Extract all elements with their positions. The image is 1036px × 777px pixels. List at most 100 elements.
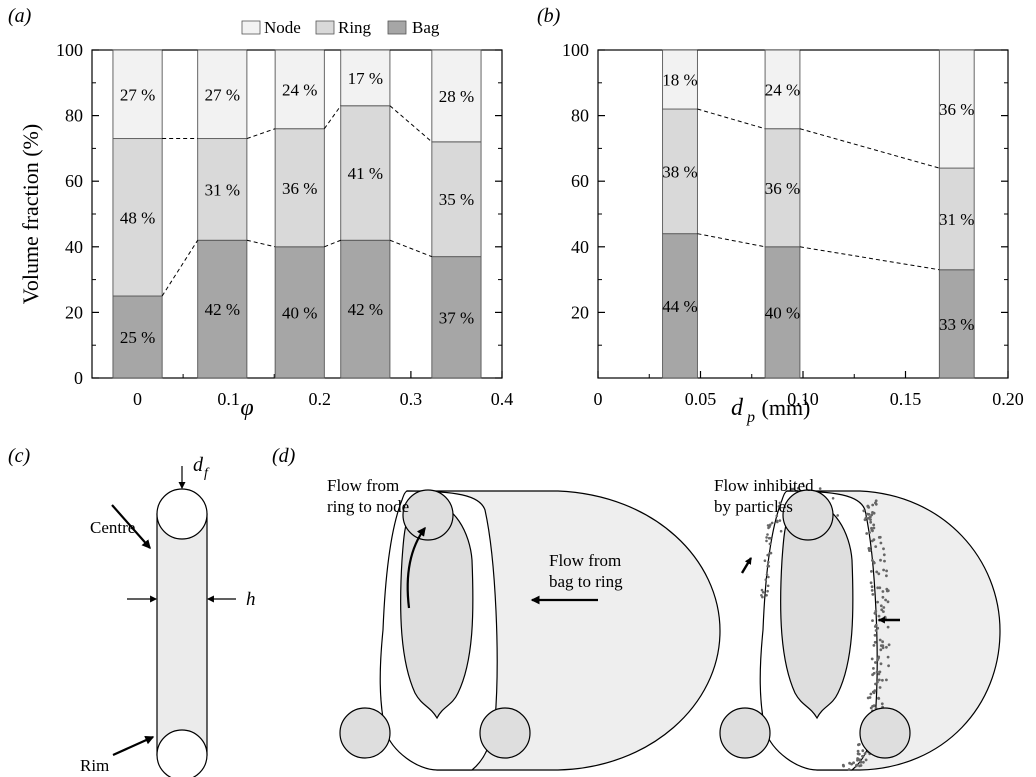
- particle: [885, 678, 888, 682]
- particle: [779, 529, 783, 533]
- chart-b-bar-ring: [662, 108, 698, 235]
- chart-a-bar-label-ring: 48 %: [120, 208, 155, 227]
- particle: [869, 692, 873, 696]
- chart-a-bar-ring: [197, 138, 248, 241]
- particle: [872, 704, 876, 708]
- particle: [869, 706, 873, 710]
- particle: [869, 581, 873, 585]
- lower-flow-label-2: bag to ring: [549, 572, 623, 591]
- particle: [847, 768, 851, 771]
- particle: [767, 575, 770, 579]
- inhibited-ring-arrow: [740, 557, 753, 574]
- panel-c-fibre-schematic: d f h Centre Rim: [80, 454, 256, 777]
- particle: [765, 539, 768, 543]
- chart-a-bar-label-ring: 31 %: [205, 180, 240, 199]
- chart-a-bar-ring: [431, 141, 482, 258]
- particle: [768, 552, 771, 555]
- chart-a-connector: [389, 239, 433, 258]
- panel-label-b: (b): [537, 5, 561, 27]
- particle: [881, 595, 885, 599]
- chart-a-ytick-label: 80: [65, 106, 83, 126]
- particle: [884, 598, 887, 602]
- chart-b-ytick-label: 100: [562, 40, 589, 60]
- particle: [868, 696, 872, 699]
- particle: [877, 678, 881, 682]
- chart-a-bar-label-ring: 35 %: [439, 190, 474, 209]
- particle: [871, 529, 874, 533]
- particle: [778, 519, 782, 522]
- chart-b-xtick-label: 0.10: [787, 389, 819, 409]
- particle: [796, 487, 800, 490]
- particle: [882, 568, 885, 572]
- chart-a-bar-ring: [274, 128, 325, 248]
- chart-a-bar-bag: [197, 239, 248, 379]
- particle: [766, 524, 770, 527]
- particle: [876, 600, 879, 604]
- particle: [877, 697, 881, 700]
- panel-label-a: (a): [8, 5, 32, 27]
- particle: [857, 752, 861, 756]
- particle: [886, 625, 890, 629]
- chart-b-connector: [697, 233, 766, 248]
- particle: [870, 585, 874, 589]
- particle: [766, 553, 769, 557]
- particle: [874, 499, 878, 503]
- chart-a-bar-label-node: 24 %: [282, 80, 317, 99]
- chart-a-bar-node: [431, 49, 482, 143]
- particle: [875, 570, 879, 574]
- chart-a-connector: [389, 105, 433, 143]
- legend-swatch-bag: [387, 20, 407, 35]
- particle: [881, 646, 885, 650]
- chart-b-connector: [799, 246, 940, 271]
- chart-a-bar-label-bag: 42 %: [348, 300, 383, 319]
- particle: [879, 541, 883, 545]
- particle: [871, 619, 874, 622]
- particle: [869, 520, 873, 524]
- chart-b-bar-label-ring: 36 %: [765, 179, 800, 198]
- particle: [872, 561, 876, 565]
- particle: [862, 509, 866, 513]
- chart-b-bar-label-bag: 40 %: [765, 303, 800, 322]
- particle: [886, 600, 890, 604]
- chart-a-ytick-label: 40: [65, 237, 83, 257]
- chart-a-ytick-label: 0: [74, 368, 83, 388]
- upper-flow-label-1: Flow from: [327, 476, 399, 495]
- particle: [883, 615, 887, 619]
- node-bottom-right-right: [859, 707, 911, 759]
- chart-a-connector: [246, 128, 276, 140]
- chart-a-bar-bag: [340, 239, 391, 379]
- particle: [877, 572, 881, 576]
- particle: [879, 604, 883, 608]
- chart-a-connector: [161, 239, 199, 297]
- particle: [856, 749, 860, 753]
- particle: [881, 590, 885, 593]
- particle: [869, 518, 872, 521]
- particle: [760, 594, 763, 597]
- chart-b-ytick-label: 20: [571, 302, 589, 322]
- particle: [867, 512, 871, 516]
- chart-a-xlabel: φ: [240, 395, 253, 421]
- particle: [874, 629, 878, 632]
- chart-b: d p (mm) 20 40 60 80 100 0 0.05 0.10 0.15 0.20 44 …: [562, 40, 1024, 426]
- particle: [872, 667, 875, 670]
- particle: [857, 743, 860, 747]
- particle: [855, 763, 858, 767]
- particle: [887, 664, 890, 668]
- chart-b-bar-node: [764, 49, 801, 130]
- particle: [868, 531, 871, 534]
- particle: [768, 542, 772, 546]
- centre-film-right: [780, 501, 854, 720]
- particle: [883, 559, 886, 563]
- upper-flow-label-2: ring to node: [327, 497, 409, 516]
- chart-a: Volume fraction (%) φ Node Ring Bag 0 20 4…: [18, 18, 513, 421]
- chart-b-bar-bag: [662, 233, 698, 379]
- chart-b-xtick-label: 0.05: [685, 389, 717, 409]
- chart-b-bar-node: [938, 49, 975, 169]
- particle: [859, 764, 863, 767]
- chart-b-bar-bag: [764, 246, 801, 379]
- particle: [869, 515, 872, 519]
- chart-b-bar-label-node: 36 %: [939, 100, 974, 119]
- chart-b-xtick-label: 0.20: [992, 389, 1024, 409]
- fibre-body: [156, 513, 208, 756]
- panel-label-c: (c): [8, 445, 31, 467]
